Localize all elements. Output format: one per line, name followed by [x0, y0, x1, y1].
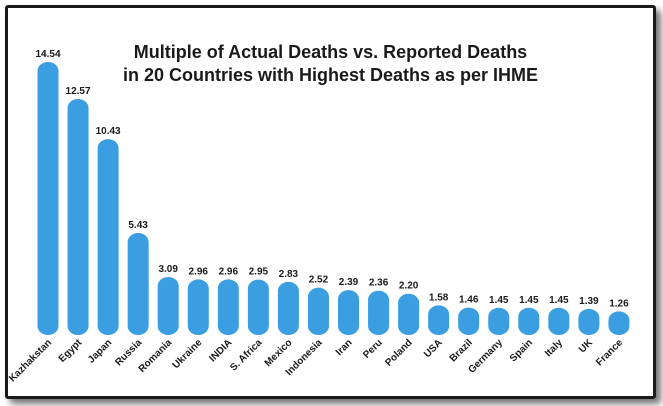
- category-label: Egypt: [57, 337, 85, 365]
- category-label: Kazhakstan: [8, 337, 54, 384]
- bar-s-africa: [247, 279, 269, 335]
- category-label: Spain: [508, 337, 535, 364]
- value-label: 1.45: [489, 295, 509, 306]
- bar-france: [608, 311, 630, 335]
- bar-iran: [338, 290, 359, 335]
- bar-kazhakstan: [37, 62, 59, 335]
- chart-frame: Multiple of Actual Deaths vs. Reported D…: [5, 5, 656, 399]
- category-label: Iran: [334, 337, 355, 358]
- category-label: Italy: [543, 337, 565, 359]
- value-label: 1.45: [519, 295, 539, 306]
- value-label: 14.54: [35, 49, 60, 60]
- value-label: 12.57: [66, 86, 91, 97]
- bar-ukraine: [187, 279, 209, 335]
- bar-brazil: [458, 307, 480, 335]
- bar-uk: [578, 308, 600, 335]
- value-label: 3.09: [158, 264, 178, 275]
- bar-poland: [398, 293, 420, 335]
- bar-spain: [518, 307, 540, 335]
- category-label: UK: [577, 337, 596, 356]
- bar-romania: [157, 276, 179, 335]
- value-label: 1.26: [609, 298, 629, 309]
- category-label: USA: [422, 337, 445, 360]
- category-label: Brazil: [448, 337, 475, 364]
- category-label: Ukraine: [171, 337, 205, 371]
- value-label: 2.96: [189, 266, 209, 277]
- value-label: 1.45: [549, 295, 569, 306]
- bar-mexico: [277, 281, 299, 335]
- value-label: 2.95: [249, 267, 269, 278]
- bar-italy: [548, 307, 570, 335]
- bar-usa: [428, 305, 450, 335]
- chart-title-line2: in 20 Countries with Highest Deaths as p…: [122, 65, 539, 85]
- bar-india: [217, 279, 239, 335]
- value-label: 5.43: [128, 220, 148, 231]
- value-label: 1.46: [459, 295, 479, 306]
- category-label: S. Africa: [228, 337, 265, 374]
- category-label: INDIA: [207, 337, 234, 364]
- chart-title-line1: Multiple of Actual Deaths vs. Reported D…: [133, 42, 528, 62]
- value-label: 10.43: [96, 126, 121, 137]
- value-label: 1.58: [429, 292, 449, 303]
- category-label: Romania: [137, 337, 175, 375]
- bar-germany: [488, 307, 510, 335]
- category-label: Peru: [361, 337, 385, 361]
- value-label: 2.39: [339, 277, 359, 288]
- bar-egypt: [67, 98, 89, 335]
- category-label: France: [594, 337, 625, 368]
- bar-indonesia: [307, 287, 329, 335]
- bar-chart: 14.54 Kazhakstan 12.57 Egypt 10.43 Japan 5.43 R…: [8, 49, 630, 384]
- value-label: 2.36: [369, 278, 389, 289]
- bar-russia: [127, 233, 149, 335]
- category-label: Japan: [86, 337, 114, 365]
- bar-japan: [97, 139, 119, 335]
- value-label: 2.96: [219, 266, 239, 277]
- bar-peru: [368, 290, 390, 335]
- category-label: Poland: [383, 337, 414, 368]
- value-label: 2.20: [399, 281, 419, 292]
- value-label: 2.52: [309, 275, 329, 286]
- value-label: 1.39: [579, 296, 599, 307]
- value-label: 2.83: [279, 269, 299, 280]
